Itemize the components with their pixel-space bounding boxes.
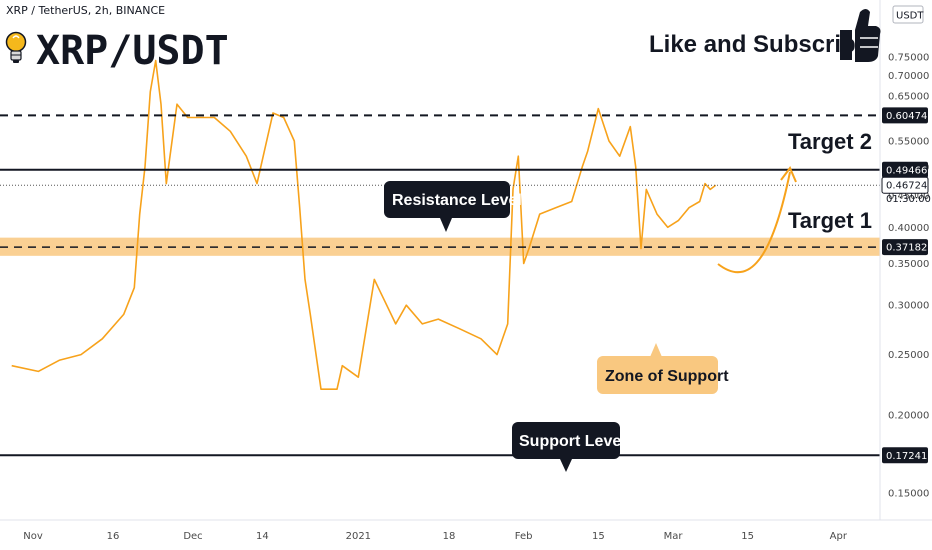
resistance-callout: Resistance Level	[384, 181, 522, 232]
currency-box[interactable]	[892, 5, 924, 24]
price-axis-tick: 0.15000	[888, 489, 929, 500]
time-axis-tick: Apr	[830, 531, 848, 542]
target2-label: Target 2	[788, 129, 872, 154]
price-badge-label: 0.49466	[886, 165, 927, 176]
price-badge-label: 0.37182	[886, 243, 927, 254]
bar-countdown: 01:30:00	[886, 194, 931, 205]
time-axis-tick: 18	[443, 531, 456, 542]
support-callout: Support Level	[512, 422, 626, 472]
target1-label: Target 1	[788, 208, 872, 233]
price-axis-tick: 0.20000	[888, 411, 929, 422]
price-badge	[882, 239, 928, 256]
time-axis-tick: 16	[107, 531, 120, 542]
price-axis-tick: 0.30000	[888, 301, 929, 312]
lightbulb-icon	[5, 31, 27, 63]
time-axis-tick: Mar	[664, 531, 684, 542]
time-axis-tick: Dec	[183, 531, 202, 542]
time-axis[interactable]: Nov 16 Dec 14 2021 18 Feb 15 Mar 15 Apr	[23, 531, 848, 542]
projection-arrowhead	[780, 166, 797, 183]
price-badges: 0.60474 0.49466 0.46724 0.37182 0.17241	[881, 107, 929, 464]
price-axis-tick: 0.45000	[888, 191, 929, 202]
support-zone-callout: Zone of Support	[597, 343, 729, 394]
price-badge	[882, 161, 928, 178]
time-axis-tick: 14	[256, 531, 269, 542]
resistance-label: Resistance Level	[392, 192, 522, 209]
price-badge-label: 0.46724	[886, 181, 927, 192]
symbol-info: XRP / TetherUS, 2h, BINANCE	[6, 4, 165, 17]
projection-arrow-path	[717, 171, 791, 274]
price-axis-tick: 0.35000	[888, 259, 929, 270]
price-badge	[882, 107, 928, 124]
price-badge	[882, 447, 928, 464]
price-axis-tick: 0.70000	[888, 71, 929, 82]
like-subscribe-text: Like and Subscribe	[649, 31, 869, 58]
price-axis-tick: 0.55000	[888, 137, 929, 148]
time-axis-tick: 15	[741, 531, 754, 542]
chart-title: XRP/USDT	[36, 28, 229, 74]
support-label: Support Level	[519, 433, 626, 450]
time-axis-tick: 2021	[346, 531, 371, 542]
price-axis-tick: 0.25000	[888, 350, 929, 361]
time-axis-tick: 15	[592, 531, 605, 542]
price-axis-tick: 0.40000	[888, 223, 929, 234]
time-axis-tick: Nov	[23, 531, 43, 542]
currency-label: USDT	[896, 11, 924, 22]
thumbs-up-icon	[840, 9, 881, 62]
price-badge-label: 0.60474	[886, 111, 927, 122]
price-badge	[881, 176, 929, 194]
support-zone-label: Zone of Support	[605, 368, 729, 385]
price-axis-tick: 0.65000	[888, 91, 929, 102]
price-axis-tick: 0.75000	[888, 53, 929, 64]
price-series-line	[11, 59, 717, 390]
price-badge-label: 0.17241	[886, 451, 927, 462]
time-axis-tick: Feb	[515, 531, 533, 542]
